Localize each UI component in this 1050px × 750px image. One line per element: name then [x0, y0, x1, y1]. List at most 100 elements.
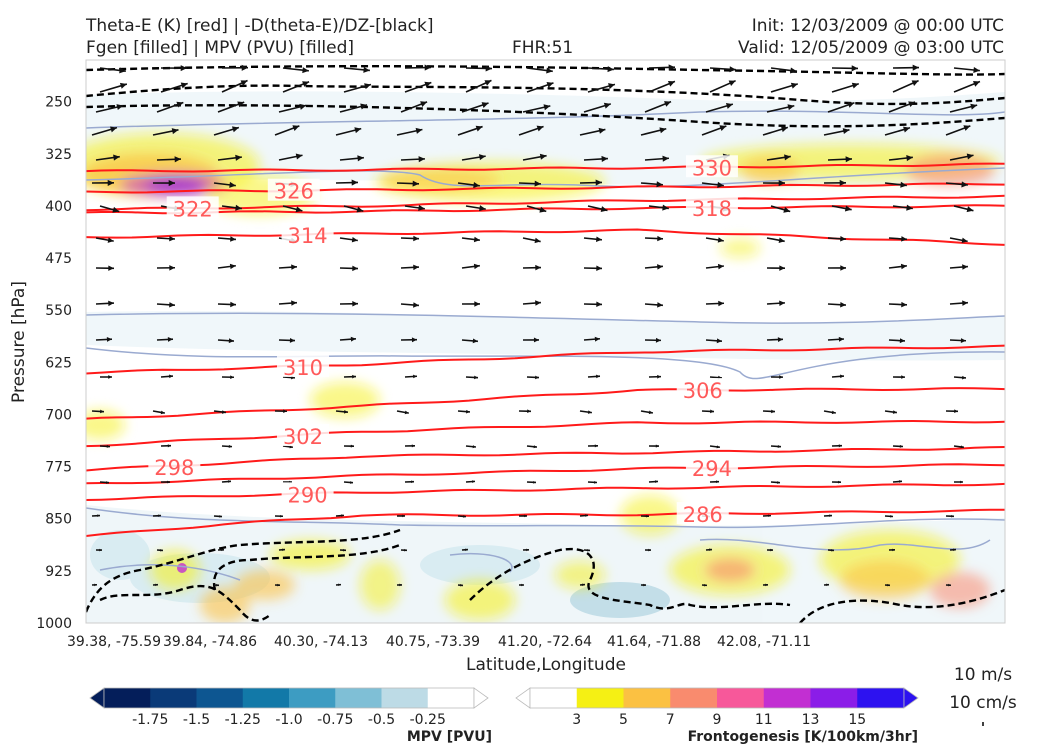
wind-arrow-head [659, 127, 667, 134]
theta-e-contour [86, 508, 1005, 537]
wind-arrow-head [655, 337, 661, 343]
wind-arrow-head [608, 83, 615, 90]
theta-e-label: 318 [692, 197, 732, 221]
theta-e-labels: 330 326 322 318 314 310 306 302 298 294 290 286 [148, 155, 738, 527]
mpv-fill-blob [90, 530, 150, 580]
wind-arrow-head [160, 410, 165, 415]
wind-arrow-head [900, 263, 907, 270]
wind-arrow-head [241, 64, 248, 71]
mpv-contour [86, 312, 1005, 324]
wind-arrow-head [951, 514, 954, 518]
colorbar-segment [196, 688, 244, 708]
mpv-contour [86, 347, 1005, 380]
wind-arrow-head [158, 514, 161, 518]
theta-e-contour [86, 387, 1005, 420]
fgen-blob [445, 580, 515, 620]
wind-arrow-head [360, 103, 368, 110]
colorbar-segment [335, 688, 382, 708]
wind-arrow-head [169, 374, 173, 379]
wind-arrow-head [770, 548, 773, 552]
wind-arrow-head [174, 156, 181, 163]
wind-arrow-head [719, 125, 727, 132]
theta-e-label-bg [166, 196, 219, 219]
wind-arrow-head [970, 103, 978, 110]
wind-arrow-head [598, 127, 606, 134]
theta-e-label-bg [685, 155, 738, 178]
wind-arrow-head [717, 237, 724, 243]
theta-e-label: 310 [283, 356, 323, 380]
wind-arrow-head [472, 480, 475, 483]
wind-arrow-head [424, 81, 432, 88]
wind-arrow-head [892, 548, 895, 552]
theta-e-label-bg [676, 377, 729, 400]
theta-e-label: 302 [283, 425, 323, 449]
y-axis-ticks: 250 325 400 475 550 625 700 775 850 925 1000 [36, 95, 72, 632]
wind-arrow-head [99, 548, 102, 552]
wind-arrow-head [116, 104, 124, 111]
mpv-fill-blob [420, 545, 540, 585]
theta-e-label: 326 [274, 180, 314, 204]
wind-arrow-head [94, 583, 97, 587]
wind-arrow-head [607, 66, 614, 73]
theta-e-label: 322 [173, 197, 213, 221]
wind-arrow-head [107, 179, 114, 186]
wind-arrow-head [106, 444, 110, 448]
y-tick-label: 625 [45, 355, 72, 371]
wind-arrow-head [948, 583, 951, 587]
wind-arrow-head [351, 236, 358, 243]
colorbar-segment [857, 688, 905, 708]
colorbar-tick-label: 11 [755, 712, 773, 728]
wind-arrow-head [289, 337, 295, 343]
colorbar-segment [289, 688, 336, 708]
wind-arrow-head [840, 301, 846, 308]
wind-arrow-head [299, 103, 307, 110]
theta-e-contour [86, 344, 1005, 375]
wind-arrow-head [167, 480, 170, 484]
wind-arrow-head [600, 206, 608, 213]
wind-arrow-head [648, 410, 653, 415]
wind-arrow-head [780, 126, 788, 133]
wind-arrow-head [534, 237, 541, 244]
wind-arrow-head [474, 375, 478, 380]
wind-arrow-head [533, 337, 539, 343]
wind-arrow-head [960, 338, 966, 343]
wind-arrow-head [176, 101, 184, 108]
wind-arrow-head [302, 67, 309, 74]
wind-arrow-head [352, 301, 358, 307]
colorbar-tick-label: -0.75 [317, 712, 353, 728]
wind-arrow-head [646, 514, 649, 518]
wind-arrow-head [171, 128, 179, 135]
wind-arrow-head [413, 235, 419, 242]
fgen-blob [270, 540, 350, 570]
wind-arrow-head [289, 445, 293, 449]
wind-vectors [91, 64, 981, 587]
wind-arrow-head [228, 338, 234, 344]
wind-arrow-head [716, 480, 719, 484]
wind-arrow-head [787, 104, 795, 111]
colorbar-tick-label: 15 [848, 712, 866, 728]
wind-arrow-head [463, 515, 466, 518]
wind-arrow-head [778, 179, 785, 187]
wind-arrow-head [826, 583, 829, 587]
x-tick-label: 42.08, -71.11 [717, 634, 811, 650]
wind-arrow-head [341, 514, 344, 517]
wind-arrow-head [908, 101, 916, 108]
wind-arrow-head [603, 102, 611, 109]
header-left-line2: Fgen [filled] | MPV (PVU) [filled] [86, 38, 354, 58]
wind-arrow-head [961, 181, 968, 188]
wind-arrow-head [664, 101, 672, 107]
wind-arrow-head [460, 583, 463, 587]
wind-arrow-head [657, 264, 663, 270]
wind-arrow-head [404, 410, 409, 415]
wind-arrow-head [412, 180, 419, 187]
colorbar-tick-label: -1.75 [132, 712, 168, 728]
wind-arrow-head [710, 409, 714, 414]
theta-e-label-bg [276, 354, 329, 377]
wind-arrow-head [533, 480, 536, 484]
wind-arrow-head [169, 265, 175, 271]
y-tick-label: 325 [45, 147, 72, 163]
wind-arrow-head [481, 102, 489, 108]
theta-e-label-bg [267, 178, 320, 201]
mpv-contour [699, 538, 991, 551]
wind-arrow-head [479, 205, 486, 212]
